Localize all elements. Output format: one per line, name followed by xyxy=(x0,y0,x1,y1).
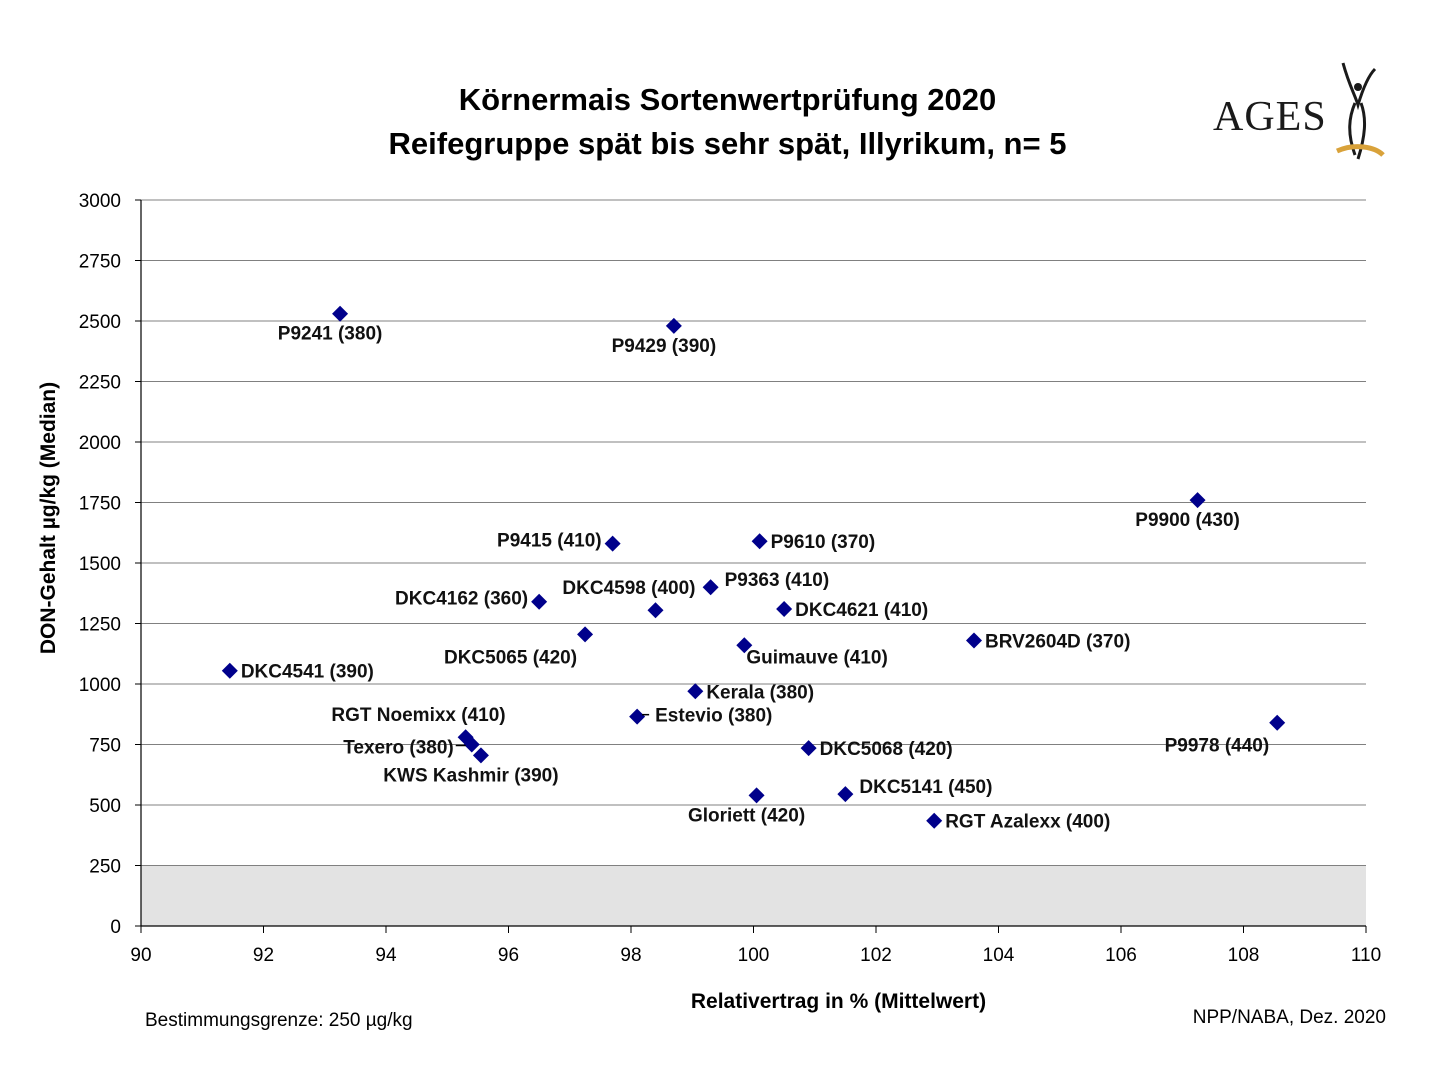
chart-title-line1: Körnermais Sortenwertprüfung 2020 xyxy=(458,82,997,117)
data-point xyxy=(776,600,793,617)
data-point xyxy=(332,305,349,322)
data-point-label: Guimauve (410) xyxy=(746,647,888,668)
y-tick-label: 750 xyxy=(89,736,121,757)
data-point xyxy=(748,787,765,804)
y-tick-label: 2000 xyxy=(79,433,121,454)
data-point xyxy=(966,632,982,649)
x-tick-label: 96 xyxy=(498,945,519,966)
data-point-label: RGT Noemixx (410) xyxy=(331,705,505,726)
y-tick-label: 500 xyxy=(89,796,121,817)
data-point xyxy=(800,740,817,757)
data-point xyxy=(577,626,594,643)
chart-title-line2: Reifegruppe spät bis sehr spät, Illyriku… xyxy=(388,126,1067,161)
data-point xyxy=(837,786,854,803)
data-point xyxy=(531,593,548,610)
data-point xyxy=(604,535,621,552)
data-point xyxy=(472,747,489,764)
data-point xyxy=(221,662,238,679)
data-point xyxy=(687,683,704,700)
y-tick-label: 1750 xyxy=(79,494,121,515)
data-point-label: BRV2604D (370) xyxy=(985,631,1130,652)
detection-limit-band xyxy=(141,865,1366,926)
data-point-label: KWS Kashmir (390) xyxy=(383,765,558,786)
footnote-detection-limit: Bestimmungsgrenze: 250 µg/kg xyxy=(145,1010,413,1031)
data-point-label: RGT Azalexx (400) xyxy=(945,812,1110,833)
data-point xyxy=(629,708,646,725)
data-point xyxy=(1189,492,1206,509)
footnote-source: NPP/NABA, Dez. 2020 xyxy=(1192,1007,1386,1028)
x-tick-label: 106 xyxy=(1105,945,1137,966)
x-tick-label: 104 xyxy=(983,945,1015,966)
logo-text: AGES xyxy=(1213,94,1327,140)
data-point-label: DKC4598 (400) xyxy=(562,578,695,599)
y-tick-label: 1500 xyxy=(79,554,121,575)
x-tick-label: 98 xyxy=(620,945,641,966)
y-axis-title: DON-Gehalt µg/kg (Median) xyxy=(37,382,60,654)
data-point xyxy=(926,812,943,829)
data-point-label: P9900 (430) xyxy=(1135,510,1240,531)
y-tick-label: 2750 xyxy=(79,252,121,273)
y-tick-label: 2500 xyxy=(79,312,121,333)
chart-title: Körnermais Sortenwertprüfung 2020 Reifeg… xyxy=(330,78,1125,166)
data-point-label: Texero (380) xyxy=(343,738,454,759)
data-point-label: DKC5141 (450) xyxy=(859,777,992,798)
data-point xyxy=(736,637,753,654)
data-point-label: Kerala (380) xyxy=(706,682,814,703)
x-axis-title: Relativertrag in % (Mittelwert) xyxy=(691,990,986,1013)
y-tick-label: 250 xyxy=(89,857,121,878)
data-point xyxy=(702,579,719,596)
data-point-label: P9978 (440) xyxy=(1165,736,1270,757)
x-tick-label: 92 xyxy=(253,945,274,966)
logo-figure-icon xyxy=(1335,62,1385,160)
data-point-label: Gloriett (420) xyxy=(688,805,805,826)
data-point-label: P9610 (370) xyxy=(771,532,876,553)
data-point-label: P9363 (410) xyxy=(725,570,830,591)
data-point-label: DKC5068 (420) xyxy=(820,739,953,760)
x-tick-label: 110 xyxy=(1351,945,1381,966)
data-point-label: Estevio (380) xyxy=(655,706,772,727)
data-point-label: P9429 (390) xyxy=(612,336,717,357)
data-point-label: P9415 (410) xyxy=(497,531,602,552)
x-tick-label: 102 xyxy=(860,945,892,966)
y-tick-label: 3000 xyxy=(79,191,121,212)
data-point-label: DKC4621 (410) xyxy=(795,600,928,621)
y-tick-label: 1250 xyxy=(79,615,121,636)
x-tick-label: 100 xyxy=(738,945,770,966)
ages-logo: AGES xyxy=(1205,55,1395,165)
data-point-label: P9241 (380) xyxy=(278,324,383,345)
y-tick-label: 2250 xyxy=(79,373,121,394)
data-point xyxy=(751,533,768,550)
data-point-label: DKC4162 (360) xyxy=(395,589,528,610)
x-tick-label: 90 xyxy=(130,945,151,966)
y-tick-label: 1000 xyxy=(79,675,121,696)
data-point xyxy=(647,602,664,619)
data-point-label: DKC5065 (420) xyxy=(444,647,577,668)
data-point xyxy=(463,736,480,753)
x-tick-label: 94 xyxy=(375,945,397,966)
data-point-label: DKC4541 (390) xyxy=(241,662,374,683)
data-point xyxy=(1269,714,1286,731)
y-tick-label: 0 xyxy=(110,917,121,938)
data-point xyxy=(665,317,682,334)
x-tick-label: 108 xyxy=(1228,945,1260,966)
